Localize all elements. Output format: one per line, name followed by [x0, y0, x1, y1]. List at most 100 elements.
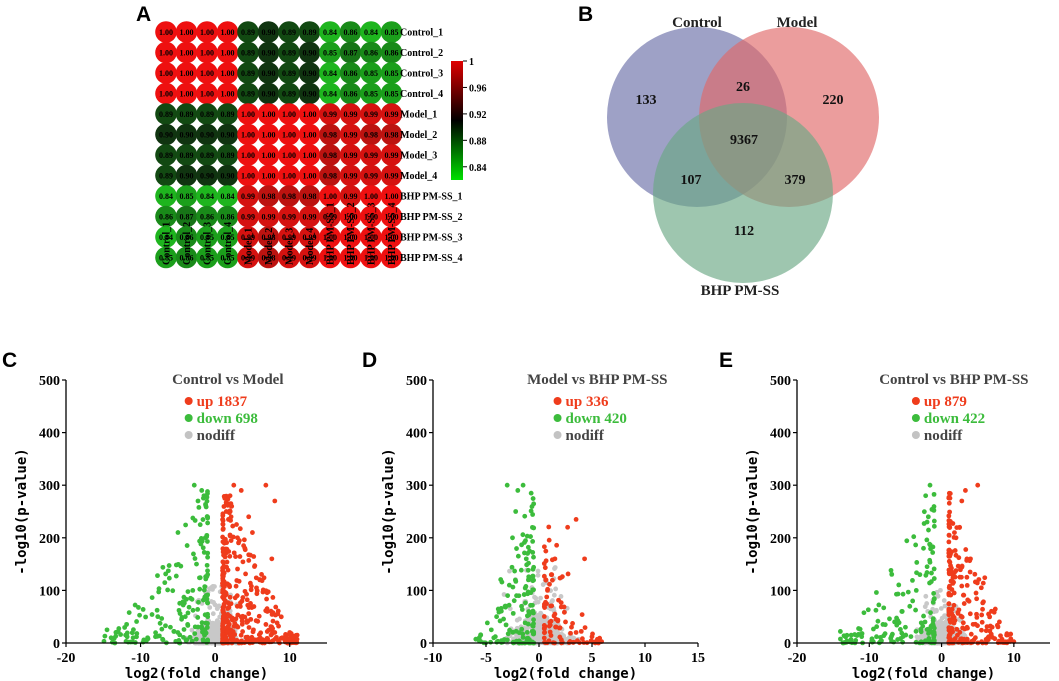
point-down	[515, 553, 521, 559]
heatmap-cell-value: 1.00	[282, 172, 296, 181]
point-up	[946, 553, 952, 559]
point-nodiff	[213, 630, 219, 636]
point-up	[228, 538, 234, 544]
heatmap-cell	[339, 144, 362, 166]
point-up	[555, 618, 561, 624]
point-up	[264, 629, 270, 634]
heatmap-cell-value: 0.99	[344, 172, 358, 181]
heatmap-cell-value: 1.00	[200, 90, 214, 99]
heatmap-cell	[237, 103, 259, 125]
point-up	[950, 580, 956, 586]
point-down	[503, 622, 509, 628]
venn-count-model-only: 220	[823, 93, 844, 108]
point-down	[505, 593, 511, 599]
point-down	[141, 637, 147, 643]
point-down	[521, 592, 527, 597]
point-nodiff	[208, 599, 214, 604]
point-up	[233, 583, 239, 589]
point-down	[874, 634, 879, 640]
point-up	[957, 629, 963, 635]
heatmap-cell	[339, 82, 362, 105]
point-up	[238, 632, 244, 638]
point-up	[946, 539, 952, 545]
legend-marker	[184, 414, 193, 422]
heatmap-cell	[360, 103, 382, 125]
point-up	[220, 527, 226, 532]
point-up	[950, 521, 956, 526]
heatmap-column-label: BHP PM-SS_4	[387, 202, 398, 265]
point-up	[220, 517, 226, 522]
point-up	[229, 615, 235, 621]
heatmap-row-label: BHP PM-SS_1	[400, 192, 463, 203]
heatmap-cell-value: 0.98	[282, 192, 296, 201]
heatmap-cell-value: 0.89	[159, 151, 173, 160]
point-up	[232, 632, 238, 637]
point-up	[254, 585, 259, 591]
heatmap-cell	[175, 205, 198, 228]
point-down	[197, 575, 202, 581]
heatmap-cell	[257, 246, 280, 269]
point-up	[578, 628, 584, 634]
point-down	[923, 572, 929, 578]
heatmap-cell	[237, 21, 259, 43]
heatmap-cell	[339, 62, 362, 84]
heatmap-cell-value: 1.00	[200, 49, 214, 58]
heatmap-cell	[278, 164, 300, 187]
heatmap-cell	[380, 62, 403, 84]
scatter-points	[101, 482, 300, 646]
heatmap-cell-value: 1.00	[159, 69, 173, 78]
point-down	[881, 605, 887, 611]
point-down	[930, 550, 936, 555]
heatmap-cell	[298, 123, 321, 146]
heatmap-cell-value: 0.90	[303, 49, 317, 58]
heatmap-cell-value: 0.90	[303, 69, 317, 78]
point-up	[967, 611, 973, 617]
heatmap-cell	[155, 164, 177, 187]
heatmap-cell-value: 0.85	[159, 254, 173, 263]
heatmap-cell-value: 0.99	[344, 110, 358, 119]
heatmap-cell	[298, 226, 321, 248]
point-down	[509, 564, 515, 570]
point-up	[959, 583, 965, 589]
heatmap-cell-value: 0.87	[344, 49, 358, 58]
point-up	[263, 588, 269, 594]
colorbar-tick-label: 0.92	[469, 110, 487, 121]
point-up	[220, 546, 226, 552]
point-down	[894, 591, 899, 597]
heatmap-cell	[257, 82, 280, 105]
point-up	[570, 621, 575, 626]
heatmap-cell-value: 0.99	[241, 254, 255, 263]
heatmap-cell-value: 0.90	[262, 49, 276, 58]
heatmap-cell-value: 0.99	[282, 233, 296, 242]
point-up	[230, 523, 236, 529]
heatmap-cell-value: 0.98	[262, 233, 276, 242]
heatmap-cell-value: 0.99	[303, 233, 317, 242]
heatmap-cell-value: 0.99	[364, 151, 378, 160]
heatmap-cell	[380, 246, 403, 269]
point-down	[531, 564, 537, 570]
point-up	[234, 603, 240, 609]
point-down	[907, 603, 913, 609]
point-up	[545, 588, 550, 593]
venn-label-bhp: BHP PM-SS	[701, 283, 780, 299]
point-down	[925, 514, 931, 520]
plot-title: Model vs BHP PM-SS	[527, 372, 667, 388]
venn-count-model-bhp: 379	[785, 173, 806, 188]
point-down	[931, 566, 937, 572]
heatmap-cell-value: 1.00	[159, 28, 173, 37]
point-down	[910, 578, 915, 583]
point-down	[204, 562, 210, 568]
venn-label-model: Model	[777, 15, 818, 31]
point-up	[974, 580, 980, 586]
point-down	[199, 624, 204, 630]
point-up	[224, 559, 230, 565]
point-up	[245, 634, 250, 640]
point-up	[975, 482, 981, 488]
point-up	[947, 509, 952, 515]
point-up	[972, 571, 978, 577]
heatmap-cell	[339, 205, 362, 228]
heatmap-row-label: Control_4	[400, 89, 443, 100]
point-down	[131, 627, 136, 633]
y-tick-label: 100	[770, 584, 791, 599]
point-up	[582, 556, 587, 562]
